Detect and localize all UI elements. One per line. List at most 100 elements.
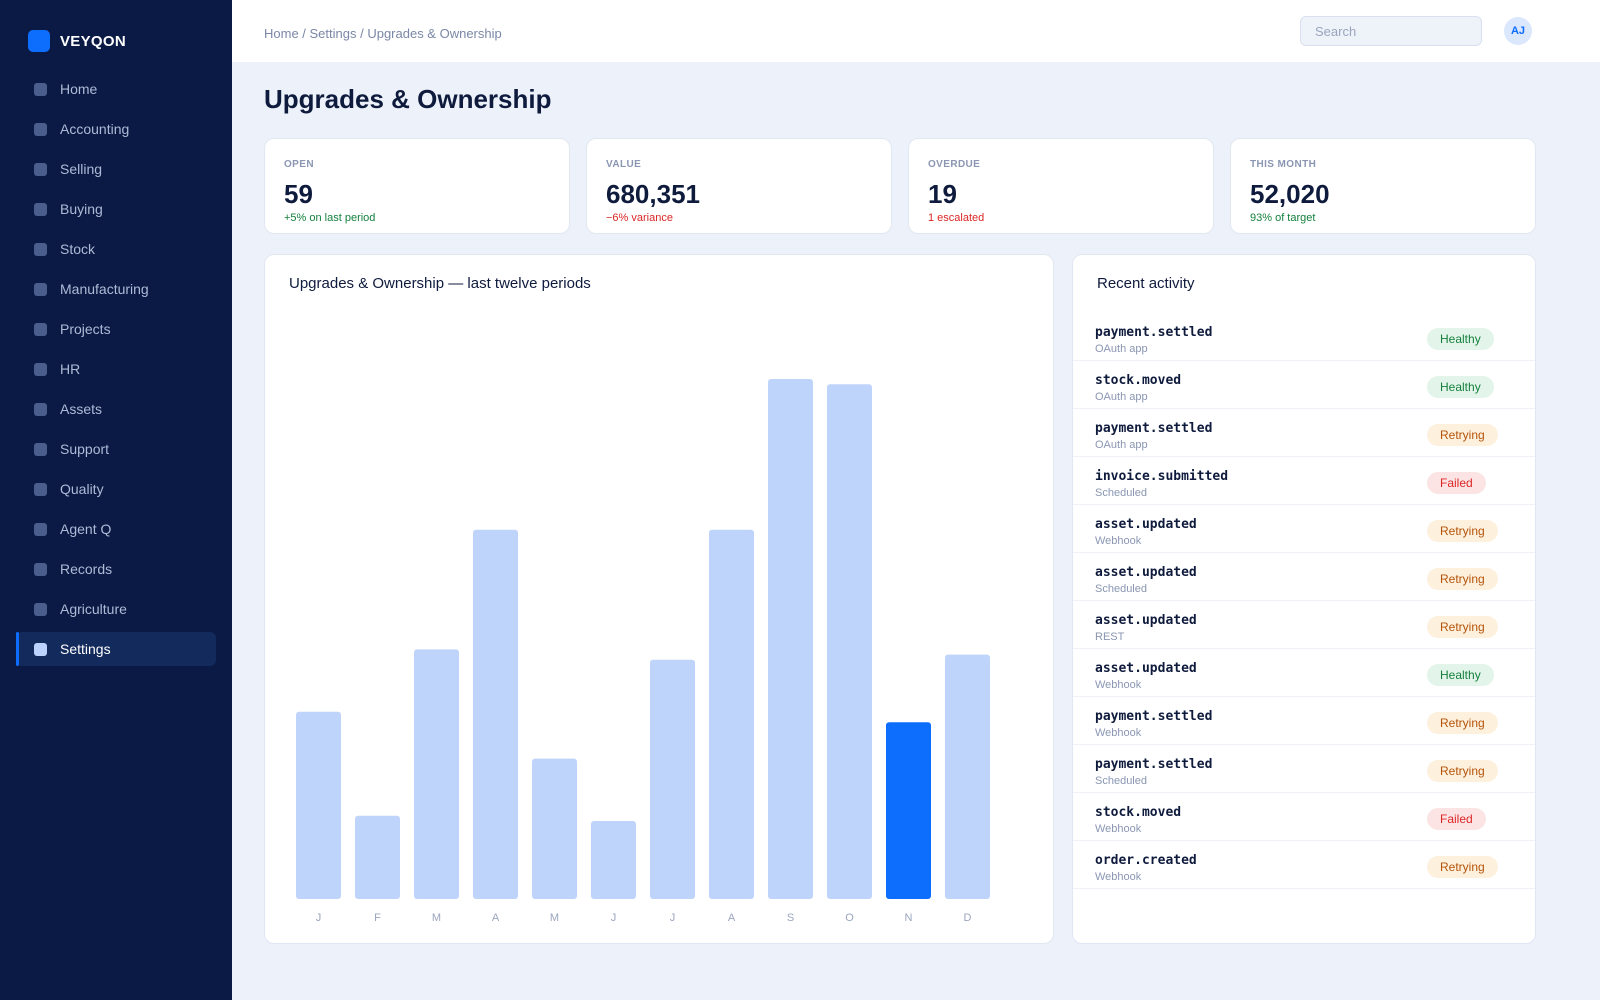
activity-source: Scheduled: [1095, 487, 1147, 499]
sidebar-stock-icon: [34, 242, 47, 256]
activity-row[interactable]: asset.updated REST Retrying: [1073, 601, 1535, 649]
sidebar-item-label: Records: [60, 561, 113, 577]
activity-event: payment.settled: [1095, 757, 1213, 772]
activity-row[interactable]: asset.updated Webhook Healthy: [1073, 649, 1535, 697]
activity-list: payment.settled OAuth app Healthy stock.mov…: [1073, 313, 1535, 889]
kpi-label: OPEN: [284, 159, 314, 170]
activity-source: Webhook: [1095, 727, 1142, 739]
sidebar-item-agent-q[interactable]: Agent Q: [16, 512, 216, 546]
chart-bar-12[interactable]: [945, 654, 990, 899]
activity-row[interactable]: invoice.submitted Scheduled Failed: [1073, 457, 1535, 505]
sidebar-item-assets[interactable]: Assets: [16, 392, 216, 426]
activity-event: asset.updated: [1095, 517, 1197, 532]
chart-bar-9[interactable]: [768, 379, 813, 899]
status-badge: Healthy: [1427, 328, 1494, 350]
chart-bar-1[interactable]: [296, 711, 341, 899]
sidebar-item-records[interactable]: Records: [16, 552, 216, 586]
sidebar-item-label: Selling: [60, 161, 103, 177]
sidebar-item-manufacturing[interactable]: Manufacturing: [16, 272, 216, 306]
sidebar-selling-icon: [34, 162, 47, 176]
sidebar-item-projects[interactable]: Projects: [16, 312, 216, 346]
x-tick-label: J: [611, 912, 617, 924]
kpi-delta: 1 escalated: [928, 212, 985, 224]
chart-bar-8[interactable]: [709, 529, 754, 899]
x-tick-label: D: [964, 912, 972, 924]
sidebar-item-quality[interactable]: Quality: [16, 472, 216, 506]
chart-bar-6[interactable]: [591, 821, 636, 899]
status-badge: Failed: [1427, 808, 1486, 830]
kpi-delta: +5% on last period: [284, 212, 376, 224]
x-tick-label: J: [670, 912, 676, 924]
search-input[interactable]: [1300, 16, 1482, 46]
sidebar-item-accounting[interactable]: Accounting: [16, 112, 216, 146]
sidebar-manufacturing-icon: [34, 282, 47, 296]
sidebar-quality-icon: [34, 482, 47, 496]
breadcrumb[interactable]: Home / Settings / Upgrades & Ownership: [264, 26, 502, 41]
sidebar-item-selling[interactable]: Selling: [16, 152, 216, 186]
sidebar-item-label: Stock: [60, 241, 96, 257]
chart-bar-4[interactable]: [473, 529, 518, 899]
activity-row[interactable]: payment.settled OAuth app Healthy: [1073, 313, 1535, 361]
kpi-value: 19: [928, 179, 957, 209]
sidebar-support-icon: [34, 442, 47, 456]
kpi-card-open[interactable]: OPEN 59 +5% on last period: [264, 138, 570, 234]
sidebar-item-label: Agent Q: [60, 521, 112, 537]
kpi-row: OPEN 59 +5% on last period VALUE 680,351 −6% …: [264, 138, 1536, 234]
chart-bar-5[interactable]: [532, 758, 577, 899]
sidebar-item-home[interactable]: Home: [16, 72, 216, 106]
sidebar-nav: Home Accounting Selling Buying Stock Manufact…: [16, 72, 216, 672]
activity-event: asset.updated: [1095, 613, 1197, 628]
sidebar-item-settings[interactable]: Settings: [16, 632, 216, 666]
sidebar-item-support[interactable]: Support: [16, 432, 216, 466]
activity-row[interactable]: asset.updated Webhook Retrying: [1073, 505, 1535, 553]
activity-row[interactable]: payment.settled Scheduled Retrying: [1073, 745, 1535, 793]
chart-bar-11[interactable]: [886, 722, 931, 899]
x-tick-label: A: [492, 912, 500, 924]
kpi-card-value[interactable]: VALUE 680,351 −6% variance: [586, 138, 892, 234]
chart-bar-3[interactable]: [414, 649, 459, 899]
kpi-card-this-month[interactable]: THIS MONTH 52,020 93% of target: [1230, 138, 1536, 234]
status-badge: Failed: [1427, 472, 1486, 494]
activity-source: Webhook: [1095, 679, 1142, 691]
sidebar-item-buying[interactable]: Buying: [16, 192, 216, 226]
kpi-card-overdue[interactable]: OVERDUE 19 1 escalated: [908, 138, 1214, 234]
activity-row[interactable]: asset.updated Scheduled Retrying: [1073, 553, 1535, 601]
sidebar-item-stock[interactable]: Stock: [16, 232, 216, 266]
status-badge: Retrying: [1427, 856, 1498, 878]
sidebar-item-label: Settings: [60, 641, 111, 657]
brand[interactable]: VEYQON: [28, 30, 126, 52]
sidebar-item-label: Assets: [60, 401, 103, 417]
activity-event: asset.updated: [1095, 661, 1197, 676]
sidebar-accounting-icon: [34, 122, 47, 136]
sidebar-item-label: Buying: [60, 201, 103, 217]
activity-event: payment.settled: [1095, 421, 1213, 436]
activity-event: invoice.submitted: [1095, 469, 1229, 484]
kpi-value: 59: [284, 179, 313, 209]
activity-row[interactable]: stock.moved Webhook Failed: [1073, 793, 1535, 841]
chart-bar-10[interactable]: [827, 384, 872, 899]
activity-event: payment.settled: [1095, 325, 1213, 340]
activity-row[interactable]: stock.moved OAuth app Healthy: [1073, 361, 1535, 409]
sidebar-item-label: Accounting: [60, 121, 130, 137]
activity-row[interactable]: payment.settled OAuth app Retrying: [1073, 409, 1535, 457]
chart-bar-2[interactable]: [355, 815, 400, 899]
sidebar-agent-q-icon: [34, 522, 47, 536]
sidebar-projects-icon: [34, 322, 47, 336]
activity-row[interactable]: payment.settled Webhook Retrying: [1073, 697, 1535, 745]
sidebar-item-agriculture[interactable]: Agriculture: [16, 592, 216, 626]
kpi-value: 52,020: [1250, 179, 1330, 209]
sidebar-item-hr[interactable]: HR: [16, 352, 216, 386]
x-tick-label: M: [432, 912, 441, 924]
sidebar-item-label: Projects: [60, 321, 111, 337]
activity-event: stock.moved: [1095, 805, 1182, 820]
chart-bar-7[interactable]: [650, 659, 695, 899]
activity-row[interactable]: order.created Webhook Retrying: [1073, 841, 1535, 889]
page-title: Upgrades & Ownership: [264, 84, 552, 114]
sidebar-buying-icon: [34, 202, 47, 216]
activity-source: Webhook: [1095, 535, 1142, 547]
brand-logo-icon: [28, 30, 50, 52]
sidebar-item-label: Quality: [60, 481, 104, 497]
avatar[interactable]: AJ: [1504, 17, 1532, 45]
x-tick-label: A: [728, 912, 736, 924]
